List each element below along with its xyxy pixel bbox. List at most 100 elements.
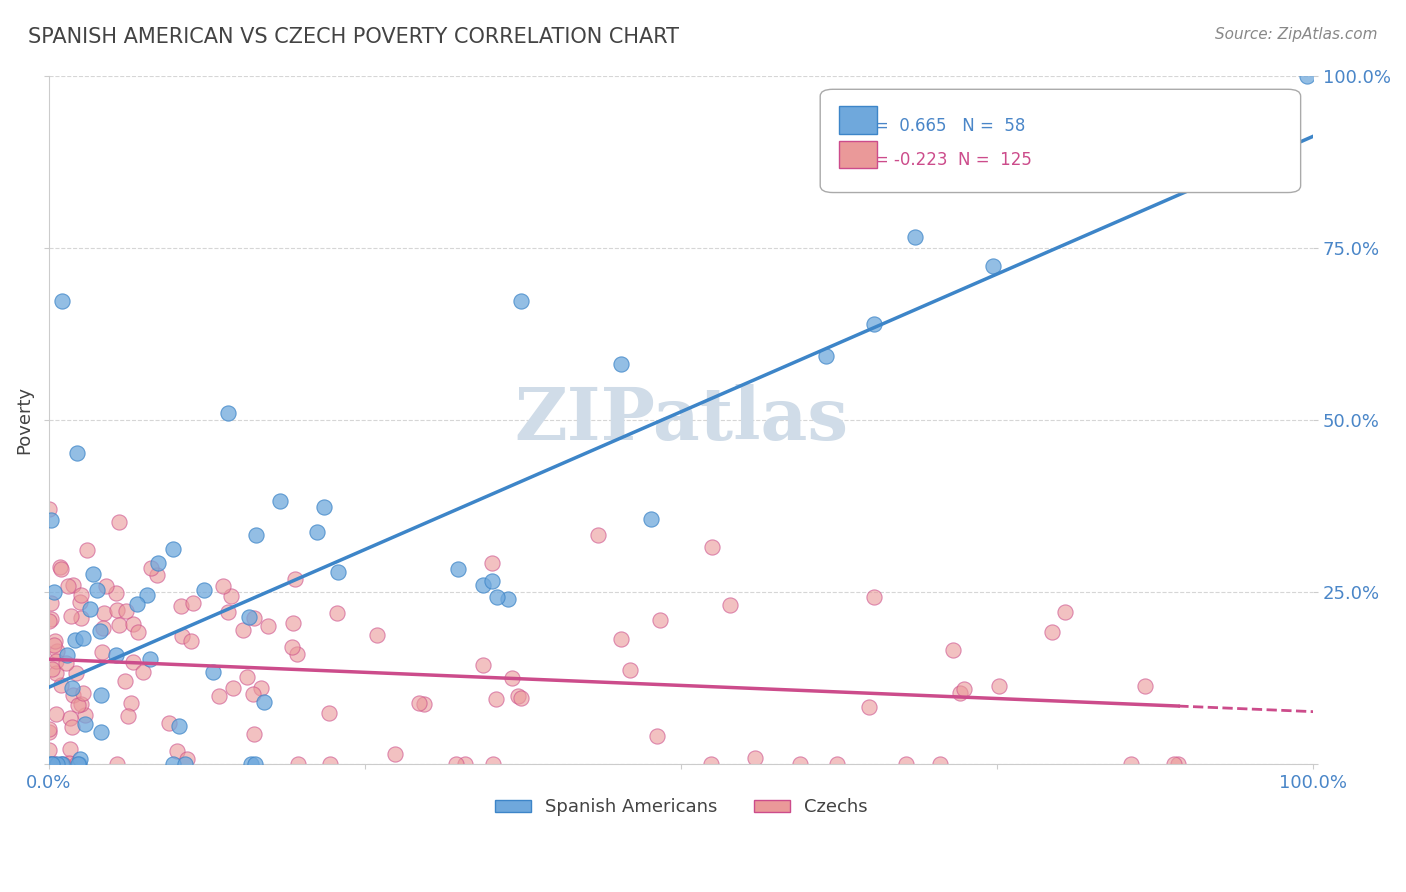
Point: [62, 578, 84, 592]
Point: [240, 756, 263, 771]
Point: [65, 756, 87, 771]
Point: [481, 574, 503, 589]
Point: [481, 556, 503, 570]
Point: [139, 652, 162, 666]
Point: [307, 524, 329, 539]
Point: [1133, 679, 1156, 693]
Point: [70, 588, 93, 602]
Point: [472, 657, 495, 672]
Point: [988, 679, 1011, 693]
Legend: Spanish Americans, Czechs: Spanish Americans, Czechs: [488, 791, 875, 823]
Point: [90, 725, 112, 739]
Point: [86, 582, 108, 597]
Point: [645, 729, 668, 743]
Point: [610, 357, 633, 371]
Point: [482, 756, 505, 771]
Point: [93, 606, 115, 620]
Point: [1054, 605, 1077, 619]
Point: [219, 589, 242, 603]
Point: [39, 513, 62, 527]
Point: [366, 628, 388, 642]
Point: [70, 611, 93, 625]
Point: [60, 720, 83, 734]
Point: [718, 598, 741, 612]
Point: [39, 595, 62, 609]
Point: [132, 665, 155, 679]
Point: [207, 689, 229, 703]
Point: [444, 756, 467, 771]
Point: [121, 616, 143, 631]
FancyBboxPatch shape: [839, 141, 877, 169]
Point: [38, 501, 60, 516]
Point: [949, 686, 972, 700]
Point: [789, 756, 811, 771]
Text: R = -0.223  N =  125: R = -0.223 N = 125: [858, 152, 1032, 169]
Point: [610, 632, 633, 646]
Point: [496, 592, 519, 607]
Point: [38, 723, 60, 737]
Point: [89, 624, 111, 638]
Point: [700, 756, 723, 771]
Point: [76, 543, 98, 558]
Point: [90, 645, 112, 659]
Point: [62, 689, 84, 703]
Point: [222, 681, 245, 695]
Point: [162, 756, 184, 771]
Point: [472, 578, 495, 592]
Point: [49, 562, 72, 576]
Text: R =  0.665   N =  58: R = 0.665 N = 58: [858, 117, 1025, 135]
Point: [318, 706, 340, 720]
Point: [69, 595, 91, 609]
Point: [162, 541, 184, 556]
Point: [314, 500, 336, 514]
Point: [702, 540, 724, 554]
Point: [250, 681, 273, 696]
Point: [285, 648, 308, 662]
Point: [79, 602, 101, 616]
Point: [127, 625, 149, 640]
Point: [105, 603, 128, 617]
Point: [49, 678, 72, 692]
Point: [66, 446, 89, 460]
Point: [51, 293, 73, 308]
Point: [485, 691, 508, 706]
Point: [648, 613, 671, 627]
Point: [60, 609, 83, 624]
Point: [202, 665, 225, 679]
Point: [38, 725, 60, 739]
Point: [105, 756, 128, 771]
Point: [1121, 756, 1143, 771]
Point: [44, 756, 66, 771]
Point: [983, 259, 1005, 273]
Point: [170, 629, 193, 643]
Point: [38, 614, 60, 628]
Point: [146, 556, 169, 570]
Point: [107, 515, 129, 529]
Point: [42, 585, 65, 599]
Point: [49, 560, 72, 574]
Point: [825, 756, 848, 771]
Point: [58, 756, 80, 770]
Point: [284, 572, 307, 586]
Point: [412, 697, 434, 711]
Point: [45, 644, 67, 658]
Point: [82, 567, 104, 582]
Point: [157, 715, 180, 730]
Point: [70, 697, 93, 711]
Point: [281, 615, 304, 630]
Point: [49, 756, 72, 771]
Point: [242, 687, 264, 701]
Point: [117, 708, 139, 723]
Point: [45, 707, 67, 722]
Point: [814, 349, 837, 363]
Point: [904, 229, 927, 244]
Text: ZIPatlas: ZIPatlas: [515, 384, 848, 455]
Point: [942, 642, 965, 657]
Point: [858, 699, 880, 714]
Point: [167, 719, 190, 733]
Point: [72, 631, 94, 645]
Point: [122, 656, 145, 670]
Point: [45, 654, 67, 668]
Point: [91, 621, 114, 635]
Point: [863, 318, 886, 332]
